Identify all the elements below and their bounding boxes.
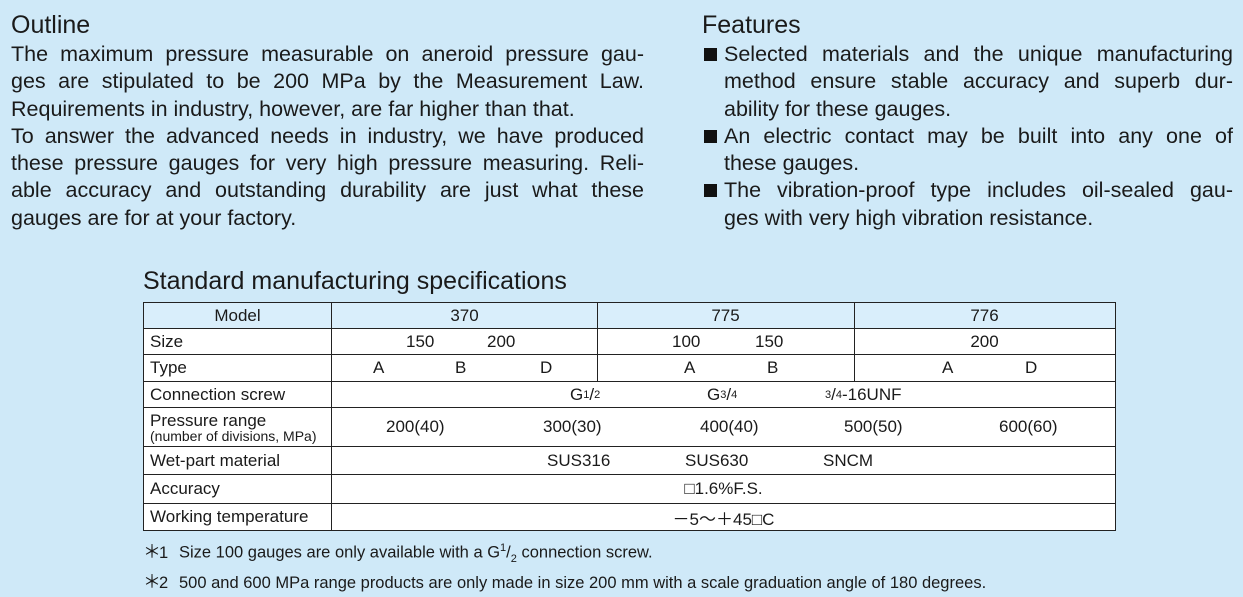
footnote: ＊2 500 and 600 MPa range products are onl… — [143, 571, 1143, 595]
label-pressure: Pressure range (number of divisions, MPa… — [144, 408, 332, 446]
table-row-accuracy: Accuracy □1.6%F.S. — [144, 475, 1115, 504]
asterisk-icon: ＊ — [143, 541, 161, 562]
table-row-material: Wet-part material SUS316 SUS630 SNCM — [144, 447, 1115, 475]
type-value: D — [540, 358, 553, 377]
feature-line: Selected materials and the unique manufa… — [724, 42, 1233, 66]
features-list: Selected materials and the unique manufa… — [702, 41, 1233, 232]
footnote-number: 1 — [159, 543, 169, 562]
square-bullet-icon — [704, 129, 717, 143]
connection-g-threequarter: G 3/4 — [707, 384, 738, 404]
table-row-type: Type A B D A B A D — [144, 355, 1115, 382]
label-subtext: (number of divisions, MPa) — [150, 427, 317, 444]
feature-line: ability for these gauges. — [724, 96, 952, 121]
feature-bullet: The vibration-proof type includes oil-se… — [702, 177, 1233, 232]
outline-paragraph: The maximum pressure measurable on anero… — [11, 41, 644, 232]
pressure-value: 200(40) — [386, 417, 445, 436]
table-row-size: Size 150 200 100 150 200 — [144, 329, 1115, 355]
size-value: 150 — [406, 331, 435, 351]
table-row-connection: Connection screw G 1/2 G 3/4 3/4 -16UNF — [144, 382, 1115, 408]
type-value: A — [684, 358, 696, 377]
size-value: 200 — [970, 331, 999, 351]
outline-title: Outline — [11, 11, 91, 39]
label-text: Pressure range — [150, 410, 267, 430]
accuracy-value: □1.6%F.S. — [684, 479, 763, 498]
model-775: 775 — [597, 303, 854, 328]
footnote: ＊1 Size 100 gauges are only available wit… — [143, 541, 653, 565]
feature-line: An electric contact may be built into an… — [724, 123, 1233, 148]
temperature-value: －5～＋45□C — [672, 509, 775, 529]
material-value: SUS316 — [547, 450, 611, 470]
label-size: Size — [144, 329, 332, 354]
label-model: Model — [144, 303, 332, 328]
table-row-pressure: Pressure range (number of divisions, MPa… — [144, 408, 1115, 447]
label-text: Wet-part material — [150, 450, 281, 470]
type-value: B — [455, 358, 467, 377]
spec-title: Standard manufacturing specifications — [143, 267, 567, 295]
footnote-text: connection screw. — [516, 543, 653, 562]
outline-line: ges are stipulated to be 200 MPa by the … — [11, 69, 644, 94]
model-value: 775 — [711, 305, 740, 325]
type-value: A — [942, 358, 954, 377]
label-text: Connection screw — [150, 384, 286, 404]
label-material: Wet-part material — [144, 447, 332, 474]
feature-line: method ensure stable accuracy and superb… — [724, 69, 1233, 94]
square-bullet-icon — [704, 184, 717, 198]
feature-line: The vibration-proof type includes oil-se… — [724, 178, 1233, 203]
asterisk-icon: ＊ — [143, 571, 161, 592]
connection-unf: 3/4 -16UNF — [825, 384, 902, 404]
outline-line: gauges are for at your factory. — [11, 205, 297, 230]
label-text: Working temperature — [150, 507, 309, 526]
type-value: A — [373, 358, 385, 377]
feature-bullet: Selected materials and the unique manufa… — [702, 41, 1233, 123]
table-row-temperature: Working temperature －5～＋45□C — [144, 504, 1115, 530]
size-value: 100 — [672, 331, 701, 351]
type-value: D — [1025, 358, 1038, 377]
material-value: SNCM — [823, 450, 874, 470]
pressure-value: 500(50) — [844, 417, 903, 436]
outline-line: Requirements in industry, however, are f… — [11, 96, 575, 121]
footnotes: ＊1 Size 100 gauges are only available wit… — [143, 537, 1143, 595]
label-text: Size — [150, 331, 184, 351]
outline-line: To answer the advanced needs in industry… — [11, 123, 644, 148]
outline-line: The maximum pressure measurable on anero… — [11, 42, 644, 66]
label-connection: Connection screw — [144, 382, 332, 407]
spec-table: Model 370 775 776 Size 150 200 100 150 2… — [143, 302, 1116, 531]
model-370: 370 — [332, 303, 597, 328]
feature-line: these gauges. — [724, 151, 860, 176]
size-value: 200 — [487, 331, 516, 351]
label-type: Type — [144, 355, 332, 381]
label-temperature: Working temperature — [144, 504, 332, 530]
label-text: Accuracy — [150, 479, 220, 498]
feature-line: ges with very high vibration resistance. — [724, 205, 1094, 230]
table-row-model: Model 370 775 776 — [144, 303, 1115, 329]
size-value: 150 — [755, 331, 784, 351]
features-title: Features — [702, 11, 801, 39]
outline-line: these pressure gauges for very high pres… — [11, 151, 644, 176]
square-bullet-icon — [704, 48, 717, 61]
label-text: Model — [214, 305, 261, 325]
outline-line: able accuracy and outstanding durability… — [11, 178, 644, 203]
model-776: 776 — [854, 303, 1115, 328]
model-value: 370 — [450, 305, 479, 325]
footnote-text: Size 100 gauges are only available with … — [179, 543, 501, 562]
material-value: SUS630 — [685, 450, 749, 470]
type-value: B — [767, 358, 779, 377]
footnote-number: 2 — [159, 573, 169, 592]
label-text: Type — [150, 358, 187, 377]
label-accuracy: Accuracy — [144, 475, 332, 503]
pressure-value: 600(60) — [999, 417, 1058, 436]
feature-bullet: An electric contact may be built into an… — [702, 123, 1233, 178]
connection-g-half: G 1/2 — [570, 384, 601, 404]
model-value: 776 — [970, 305, 999, 325]
footnote-text: 500 and 600 MPa range products are only … — [179, 573, 987, 592]
pressure-value: 300(30) — [543, 417, 602, 436]
pressure-value: 400(40) — [700, 417, 759, 436]
